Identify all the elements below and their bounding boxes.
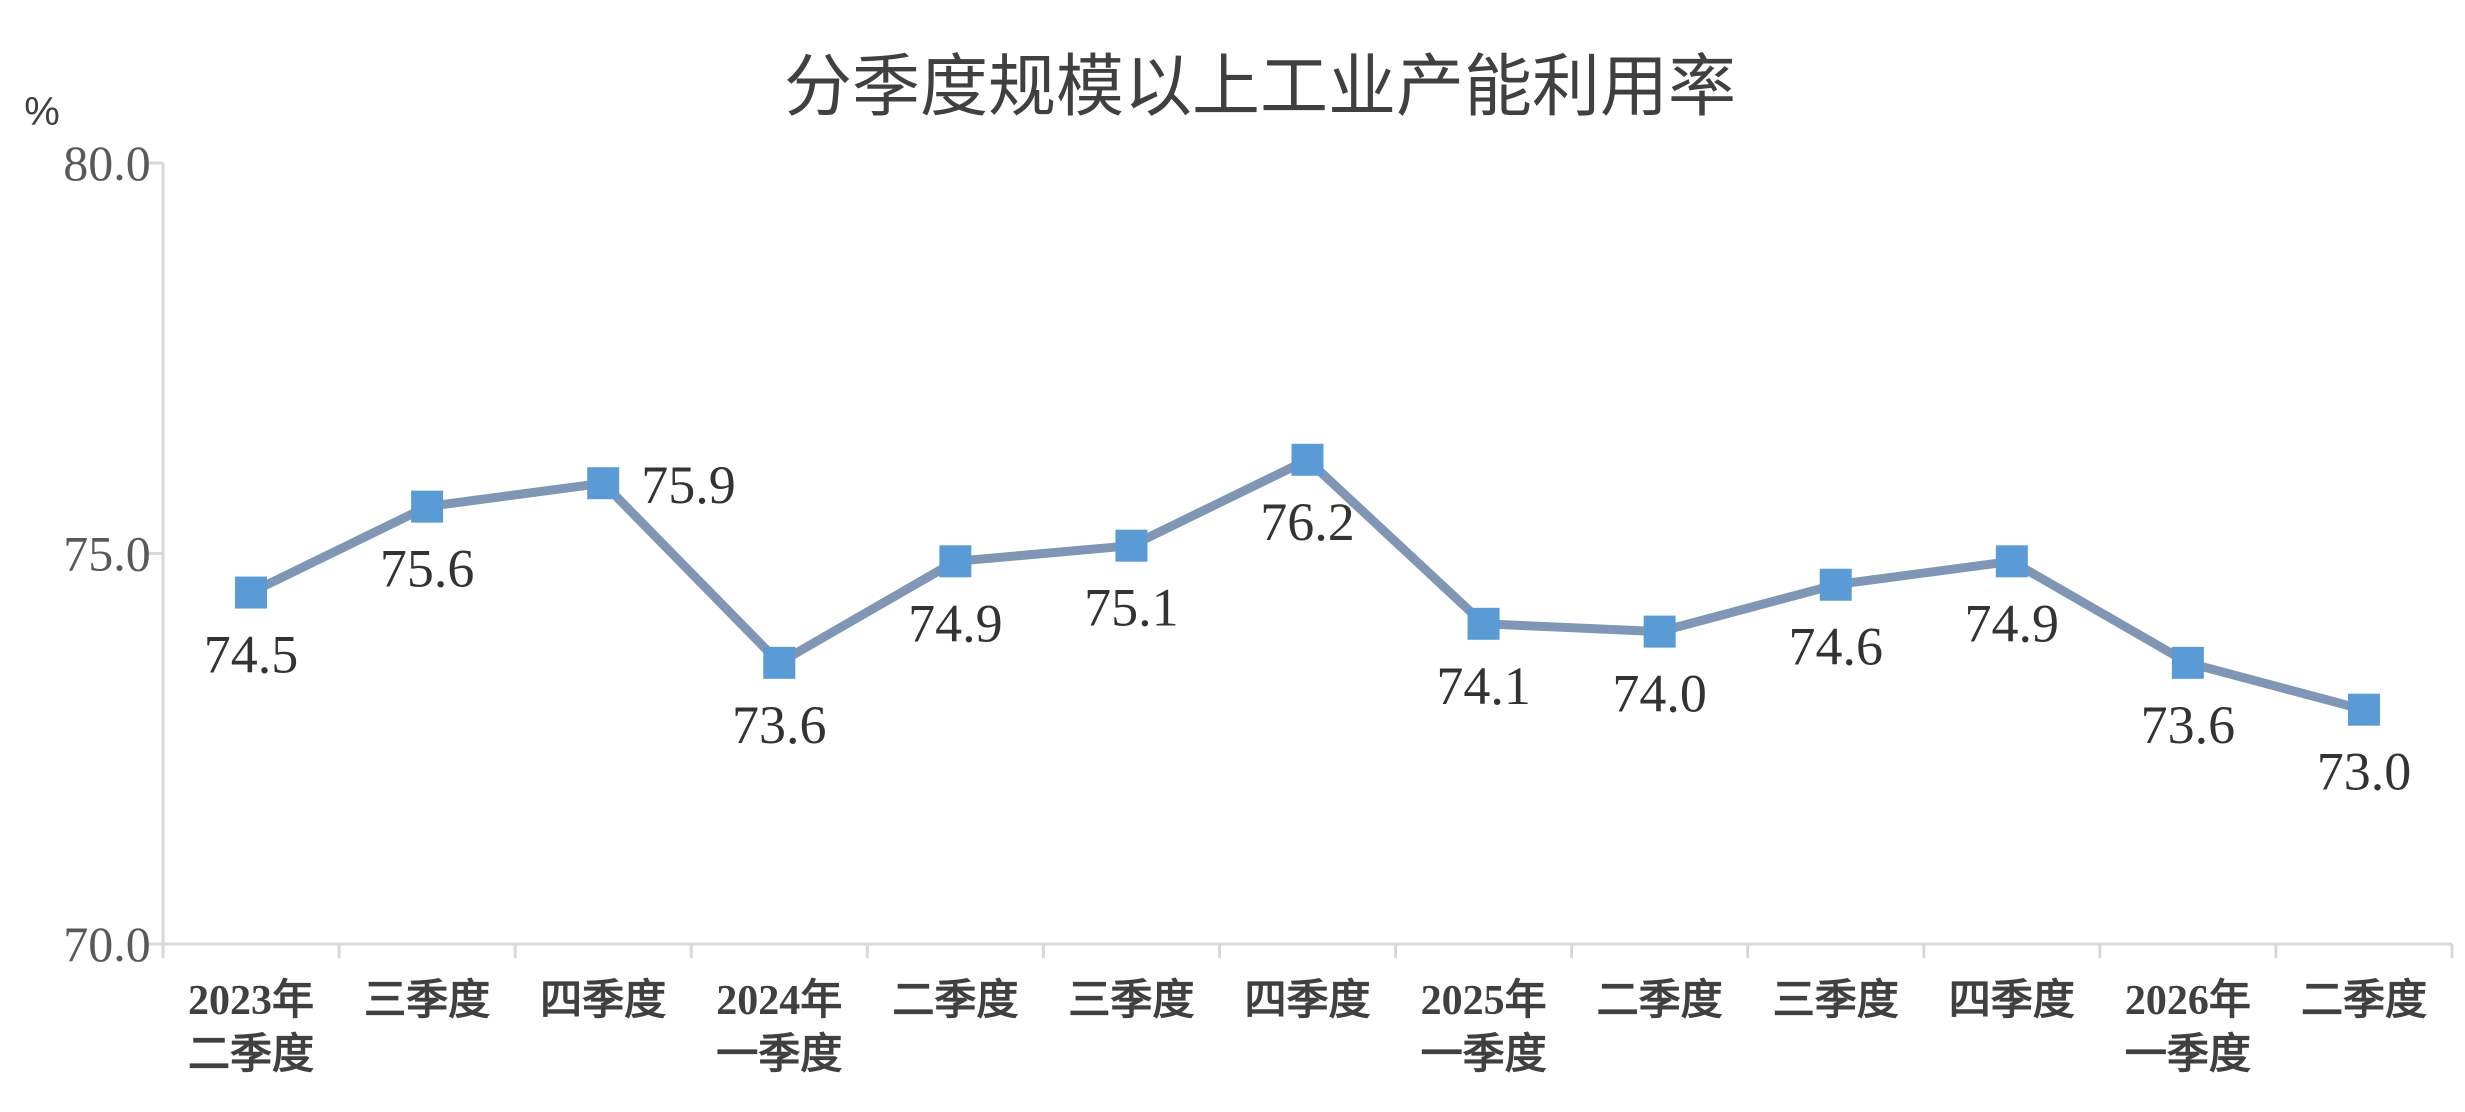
data-label: 74.9 xyxy=(908,593,1003,653)
data-point-marker xyxy=(1115,529,1148,562)
data-label: 73.0 xyxy=(2317,742,2412,802)
x-tick-label: 2024年一季度 xyxy=(716,977,842,1078)
data-label: 74.9 xyxy=(1965,593,2060,653)
y-tick-label: 75.0 xyxy=(63,526,151,582)
data-point-marker xyxy=(2347,693,2380,726)
data-label: 75.9 xyxy=(641,455,736,515)
data-point-marker xyxy=(1819,568,1852,601)
data-point-marker xyxy=(1643,615,1676,648)
x-tick-label: 四季度 xyxy=(1949,977,2075,1024)
x-tick-label: 三季度 xyxy=(1773,977,1899,1024)
x-tick-label: 四季度 xyxy=(1244,977,1370,1024)
data-point-marker xyxy=(2171,646,2204,679)
y-tick-label: 80.0 xyxy=(63,135,151,191)
x-tick-label: 三季度 xyxy=(1068,977,1194,1024)
x-tick-label: 2026年一季度 xyxy=(2125,977,2251,1078)
data-label: 75.1 xyxy=(1084,578,1179,638)
data-label: 74.1 xyxy=(1436,656,1531,716)
chart-title: 分季度规模以上工业产能利用率 xyxy=(784,48,1736,127)
data-label: 74.0 xyxy=(1612,664,1707,724)
x-tick-label: 四季度 xyxy=(540,977,666,1024)
data-point-marker xyxy=(1995,545,2028,578)
y-axis-unit: % xyxy=(24,90,60,134)
data-point-marker xyxy=(411,490,444,523)
data-point-marker xyxy=(939,545,972,578)
y-axis-tick-labels: 70.0 75.0 80.0 xyxy=(63,135,151,972)
x-tick-label: 二季度 xyxy=(892,977,1018,1024)
data-point-marker xyxy=(1467,607,1500,640)
data-label: 74.6 xyxy=(1788,617,1883,677)
chart-axes xyxy=(149,161,2454,958)
y-tick-label: 70.0 xyxy=(63,916,151,972)
x-tick-label: 三季度 xyxy=(364,977,490,1024)
data-point-marker xyxy=(763,646,796,679)
data-label: 74.5 xyxy=(204,625,299,685)
data-label: 76.2 xyxy=(1260,492,1355,552)
data-label-layer: 74.5 75.6 75.9 73.6 74.9 75.1 76.2 74.1 74.0 74.6… xyxy=(204,455,2411,801)
data-point-marker xyxy=(587,467,620,500)
x-tick-label: 二季度 xyxy=(2301,977,2427,1024)
data-label: 73.6 xyxy=(732,695,827,755)
x-tick-label: 2025年一季度 xyxy=(1421,977,1547,1078)
data-point-marker xyxy=(235,576,268,609)
marker-layer xyxy=(235,443,2380,726)
data-label: 73.6 xyxy=(2141,695,2236,755)
data-label: 75.6 xyxy=(380,539,475,599)
data-point-marker xyxy=(1291,443,1324,476)
x-axis-tick-labels: 2023年二季度 三季度 四季度 2024年一季度 二季度 三季度 四季度 2025年一季度 二… xyxy=(188,977,2427,1078)
x-tick-label: 2023年二季度 xyxy=(188,977,314,1078)
x-tick-label: 二季度 xyxy=(1597,977,1723,1024)
